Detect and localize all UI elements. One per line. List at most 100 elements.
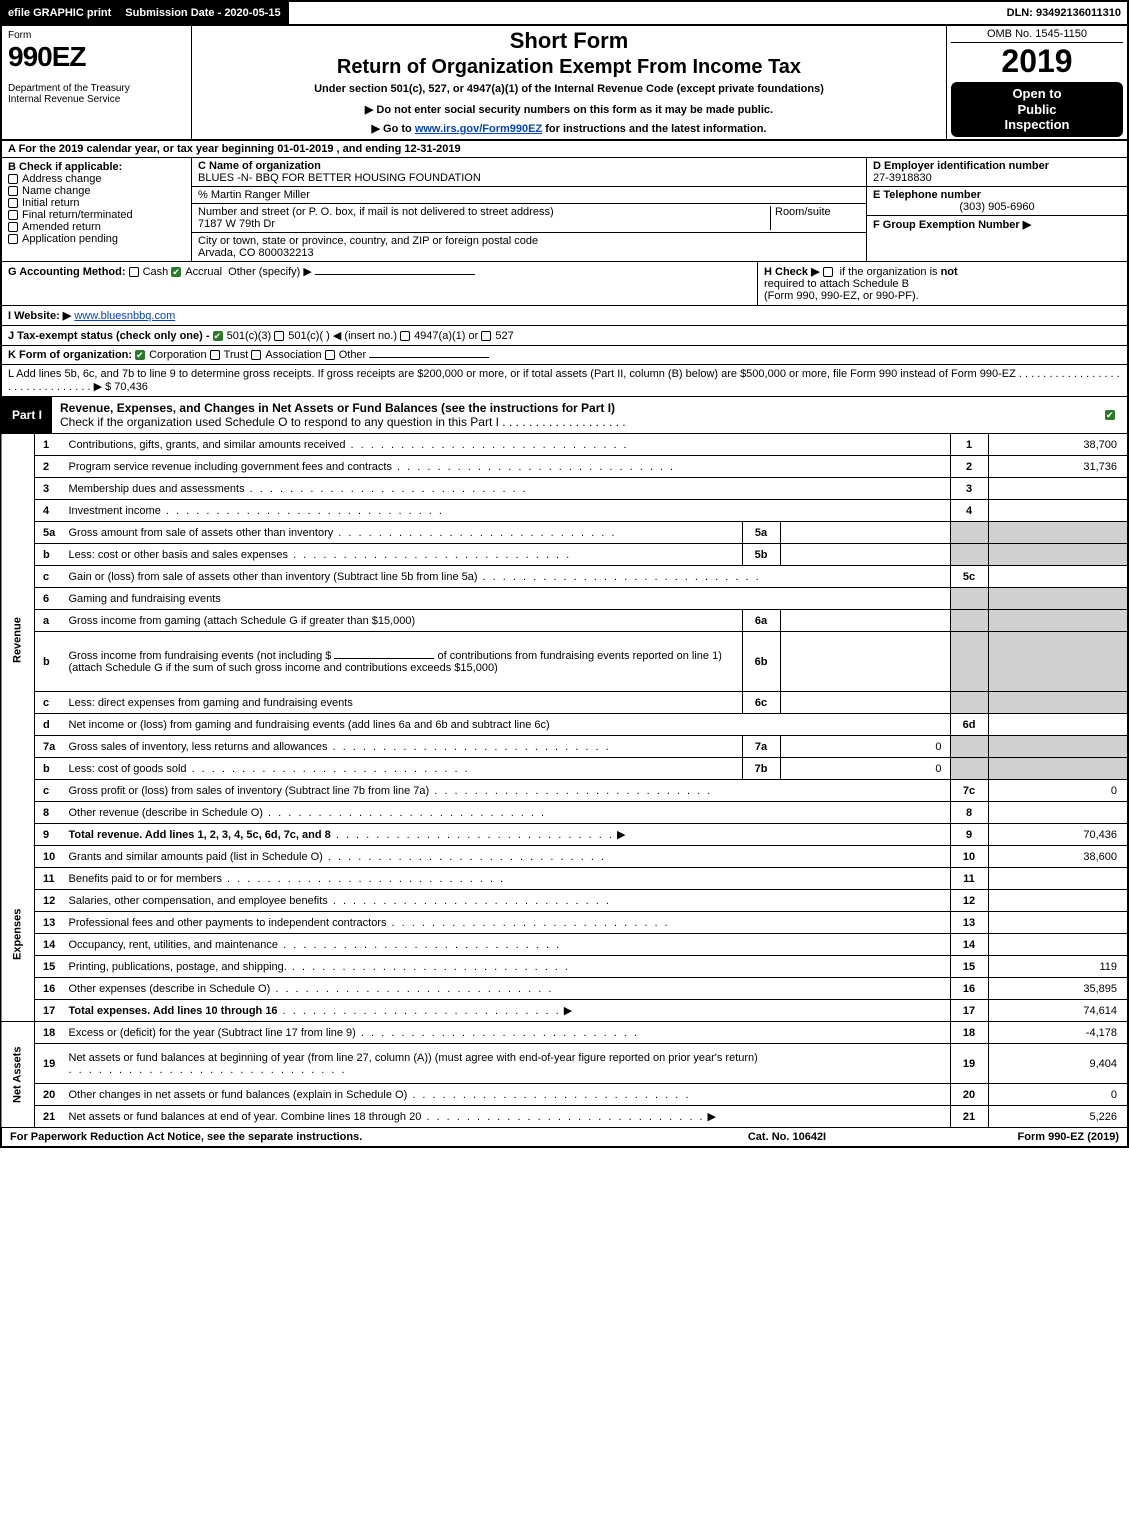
row-12: 12 Salaries, other compensation, and emp… bbox=[1, 890, 1128, 912]
lbl-name-change: Name change bbox=[22, 185, 91, 197]
no-11: 11 bbox=[35, 868, 65, 890]
desc-5b: Less: cost or other basis and sales expe… bbox=[69, 549, 289, 561]
street-value: 7187 W 79th Dr bbox=[198, 218, 275, 230]
input-6b-amount[interactable] bbox=[334, 658, 434, 659]
row-15: 15 Printing, publications, postage, and … bbox=[1, 956, 1128, 978]
desc-19: Net assets or fund balances at beginning… bbox=[69, 1052, 758, 1064]
no-6b: b bbox=[35, 632, 65, 692]
mn-5c: 5c bbox=[950, 566, 988, 588]
column-b: B Check if applicable: Address change Na… bbox=[2, 158, 192, 261]
no-2: 2 bbox=[35, 456, 65, 478]
do-not-ssn: ▶ Do not enter social security numbers o… bbox=[200, 103, 938, 116]
mn-19: 19 bbox=[950, 1044, 988, 1084]
chk-accrual[interactable] bbox=[171, 267, 181, 277]
side-revenue: Revenue bbox=[1, 434, 35, 846]
lbl-initial-return: Initial return bbox=[22, 197, 79, 209]
chk-amended-return[interactable]: Amended return bbox=[8, 221, 185, 233]
val-10: 38,600 bbox=[988, 846, 1128, 868]
room-suite-label: Room/suite bbox=[770, 206, 860, 230]
chk-final-return[interactable]: Final return/terminated bbox=[8, 209, 185, 221]
chk-trust[interactable] bbox=[210, 350, 220, 360]
chk-initial-return[interactable]: Initial return bbox=[8, 197, 185, 209]
chk-address-change[interactable]: Address change bbox=[8, 173, 185, 185]
desc-21: Net assets or fund balances at end of ye… bbox=[69, 1111, 422, 1123]
website-link[interactable]: www.bluesnbbq.com bbox=[74, 310, 175, 322]
desc-6: Gaming and fundraising events bbox=[65, 588, 951, 610]
chk-association[interactable] bbox=[251, 350, 261, 360]
row-i: I Website: ▶ www.bluesnbbq.com bbox=[0, 306, 1129, 326]
chk-501c3[interactable] bbox=[213, 331, 223, 341]
goto-line: ▶ Go to www.irs.gov/Form990EZ for instru… bbox=[200, 122, 938, 135]
lbl-corporation: Corporation bbox=[149, 349, 206, 361]
val-15: 119 bbox=[988, 956, 1128, 978]
desc-6d: Net income or (loss) from gaming and fun… bbox=[69, 719, 550, 731]
no-6c: c bbox=[35, 692, 65, 714]
val-19: 9,404 bbox=[988, 1044, 1128, 1084]
val-18: -4,178 bbox=[988, 1022, 1128, 1044]
d-group-row: F Group Exemption Number ▶ bbox=[867, 216, 1127, 233]
val-5c bbox=[988, 566, 1128, 588]
chk-cash[interactable] bbox=[129, 267, 139, 277]
mn-7a-grey bbox=[950, 736, 988, 758]
efile-print-button[interactable]: efile GRAPHIC print bbox=[2, 2, 119, 24]
chk-527[interactable] bbox=[481, 331, 491, 341]
part-i-check[interactable] bbox=[1097, 397, 1127, 433]
other-org-input[interactable] bbox=[369, 357, 489, 358]
row-16: 16 Other expenses (describe in Schedule … bbox=[1, 978, 1128, 1000]
goto-link[interactable]: www.irs.gov/Form990EZ bbox=[415, 123, 542, 135]
subval-7b: 0 bbox=[780, 758, 950, 780]
row-7b: b Less: cost of goods sold 7b 0 bbox=[1, 758, 1128, 780]
row-6b: b Gross income from fundraising events (… bbox=[1, 632, 1128, 692]
row-6d: d Net income or (loss) from gaming and f… bbox=[1, 714, 1128, 736]
street-label: Number and street (or P. O. box, if mail… bbox=[198, 206, 554, 218]
desc-18: Excess or (deficit) for the year (Subtra… bbox=[69, 1027, 356, 1039]
val-5a-grey bbox=[988, 522, 1128, 544]
page-footer: For Paperwork Reduction Act Notice, see … bbox=[0, 1128, 1129, 1148]
chk-h[interactable] bbox=[823, 267, 833, 277]
lbl-other-specify: Other (specify) ▶ bbox=[228, 266, 312, 278]
other-specify-input[interactable] bbox=[315, 274, 475, 275]
val-17: 74,614 bbox=[988, 1000, 1128, 1022]
lbl-accrual: Accrual bbox=[185, 266, 222, 278]
chk-corporation[interactable] bbox=[135, 350, 145, 360]
chk-other-org[interactable] bbox=[325, 350, 335, 360]
desc-10: Grants and similar amounts paid (list in… bbox=[69, 851, 323, 863]
mn-6a-grey bbox=[950, 610, 988, 632]
k-label: K Form of organization: bbox=[8, 349, 132, 361]
val-4 bbox=[988, 500, 1128, 522]
footer-left: For Paperwork Reduction Act Notice, see … bbox=[2, 1128, 647, 1146]
row-3: 3 Membership dues and assessments 3 bbox=[1, 478, 1128, 500]
part-i-header: Part I Revenue, Expenses, and Changes in… bbox=[0, 397, 1129, 434]
subval-5b bbox=[780, 544, 950, 566]
row-14: 14 Occupancy, rent, utilities, and maint… bbox=[1, 934, 1128, 956]
mn-7c: 7c bbox=[950, 780, 988, 802]
val-5b-grey bbox=[988, 544, 1128, 566]
sub-6a: 6a bbox=[742, 610, 780, 632]
column-c: C Name of organization BLUES -N- BBQ FOR… bbox=[192, 158, 867, 261]
d-ein-row: D Employer identification number 27-3918… bbox=[867, 158, 1127, 187]
val-16: 35,895 bbox=[988, 978, 1128, 1000]
c-careof-row: % Martin Ranger Miller bbox=[192, 187, 866, 204]
val-1: 38,700 bbox=[988, 434, 1128, 456]
h-text3: required to attach Schedule B bbox=[764, 278, 909, 290]
row-j: J Tax-exempt status (check only one) - 5… bbox=[0, 326, 1129, 346]
omb-number: OMB No. 1545-1150 bbox=[951, 28, 1123, 43]
no-5c: c bbox=[35, 566, 65, 588]
mn-9: 9 bbox=[950, 824, 988, 846]
row-h: H Check ▶ if the organization is not req… bbox=[757, 262, 1127, 305]
no-7c: c bbox=[35, 780, 65, 802]
chk-4947[interactable] bbox=[400, 331, 410, 341]
mn-10: 10 bbox=[950, 846, 988, 868]
no-19: 19 bbox=[35, 1044, 65, 1084]
val-6b-grey bbox=[988, 632, 1128, 692]
chk-501c[interactable] bbox=[274, 331, 284, 341]
mn-4: 4 bbox=[950, 500, 988, 522]
row-4: 4 Investment income 4 bbox=[1, 500, 1128, 522]
chk-application-pending[interactable]: Application pending bbox=[8, 233, 185, 245]
chk-name-change[interactable]: Name change bbox=[8, 185, 185, 197]
desc-6c: Less: direct expenses from gaming and fu… bbox=[69, 697, 353, 709]
val-13 bbox=[988, 912, 1128, 934]
no-8: 8 bbox=[35, 802, 65, 824]
row-7c: c Gross profit or (loss) from sales of i… bbox=[1, 780, 1128, 802]
subval-6c bbox=[780, 692, 950, 714]
